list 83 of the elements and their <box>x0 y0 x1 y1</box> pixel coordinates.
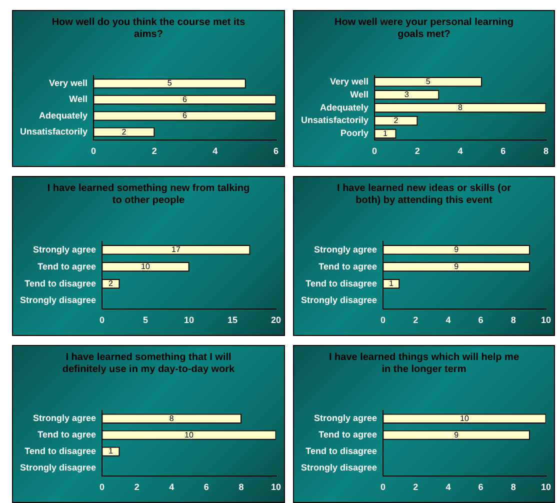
x-tick-label: 2 <box>413 315 418 326</box>
y-tick-label: Tend to agree <box>318 430 378 440</box>
data-label: 6 <box>182 94 188 104</box>
y-tick-label: Unsatisfactorily <box>300 115 369 126</box>
data-label: 1 <box>388 278 394 288</box>
x-tick-label: 6 <box>478 482 484 492</box>
x-tick-label: 6 <box>478 315 484 326</box>
data-label: 1 <box>383 128 388 138</box>
x-tick-label: 4 <box>458 146 463 156</box>
x-tick-label: 2 <box>413 482 418 492</box>
data-label: 17 <box>172 245 181 254</box>
x-tick-label: 4 <box>169 482 174 492</box>
data-label: 10 <box>460 414 470 423</box>
data-label: 8 <box>458 103 464 112</box>
y-tick-label: Poorly <box>340 128 369 138</box>
x-tick-label: 6 <box>273 146 279 156</box>
y-tick-label: Adequately <box>320 102 369 112</box>
y-tick-label: Very well <box>330 76 369 86</box>
y-tick-label: Tend to disagree <box>24 446 96 456</box>
data-label: 8 <box>169 414 174 423</box>
data-label: 10 <box>141 262 151 272</box>
x-tick-label: 0 <box>100 482 105 492</box>
y-tick-label: Well <box>69 94 88 104</box>
y-tick-label: Strongly disagree <box>20 462 96 472</box>
y-tick-label: Very well <box>48 78 88 88</box>
x-tick-label: 4 <box>446 315 451 326</box>
y-tick-label: Tend to disagree <box>306 278 378 288</box>
x-tick-label: 10 <box>184 315 194 326</box>
x-tick-label: 8 <box>510 315 516 326</box>
y-tick-label: Strongly disagree <box>20 295 96 306</box>
chart-title: How well do you think the course met its aims? <box>50 17 246 41</box>
data-label: 5 <box>426 77 431 86</box>
y-tick-label: Tend to disagree <box>24 278 96 288</box>
x-tick-label: 10 <box>540 482 551 492</box>
x-tick-label: 8 <box>238 482 244 492</box>
x-tick-label: 8 <box>543 146 549 156</box>
data-label: 10 <box>184 430 194 440</box>
chart-title: I have learned new ideas or skills (or both) by attending this event <box>336 183 512 207</box>
data-label: 6 <box>182 111 188 120</box>
x-tick-label: 6 <box>204 482 209 492</box>
data-label: 2 <box>122 127 127 136</box>
y-tick-label: Adequately <box>39 110 88 120</box>
y-tick-label: Strongly disagree <box>300 295 378 306</box>
x-tick-label: 8 <box>510 482 516 492</box>
y-tick-label: Strongly agree <box>32 244 96 254</box>
x-tick-label: 20 <box>270 315 281 326</box>
x-tick-label: 0 <box>372 146 378 156</box>
y-tick-label: Tend to agree <box>38 430 96 440</box>
chart-title: I have learned something new from talking to other people <box>46 183 251 207</box>
x-tick-label: 5 <box>143 315 148 326</box>
data-label: 9 <box>454 430 460 440</box>
data-label: 2 <box>394 116 399 125</box>
y-tick-label: Tend to agree <box>318 261 378 272</box>
chart-title: I have learned things which will help me in the longer term <box>328 352 520 376</box>
y-tick-label: Strongly agree <box>32 413 96 424</box>
x-tick-label: 2 <box>152 146 157 156</box>
x-tick-label: 0 <box>380 315 386 326</box>
x-tick-label: 0 <box>380 482 386 492</box>
x-tick-label: 0 <box>100 315 105 326</box>
y-tick-label: Well <box>350 89 369 100</box>
chart-title: I have learned something that I will definitely use in my day-to-day work <box>61 352 236 376</box>
x-tick-label: 10 <box>270 482 281 492</box>
x-tick-label: 4 <box>212 146 218 156</box>
chart-title: How well were your personal learning goals met? <box>334 17 514 41</box>
x-tick-label: 15 <box>227 315 238 326</box>
y-tick-label: Strongly agree <box>314 413 378 424</box>
data-label: 1 <box>108 446 114 456</box>
data-label: 9 <box>454 245 460 254</box>
x-tick-label: 4 <box>446 482 451 492</box>
x-tick-label: 2 <box>134 482 140 492</box>
data-label: 2 <box>108 278 114 288</box>
y-tick-label: Strongly agree <box>314 244 378 254</box>
x-tick-label: 0 <box>91 146 96 156</box>
x-tick-label: 10 <box>540 315 551 326</box>
data-label: 5 <box>167 78 172 88</box>
x-tick-label: 6 <box>500 146 506 156</box>
y-tick-label: Tend to disagree <box>306 446 378 456</box>
data-label: 3 <box>404 90 410 100</box>
y-tick-label: Unsatisfactorily <box>20 126 88 137</box>
x-tick-label: 2 <box>414 146 420 156</box>
data-label: 9 <box>454 262 460 272</box>
y-tick-label: Strongly disagree <box>300 462 378 472</box>
y-tick-label: Tend to agree <box>38 261 96 272</box>
